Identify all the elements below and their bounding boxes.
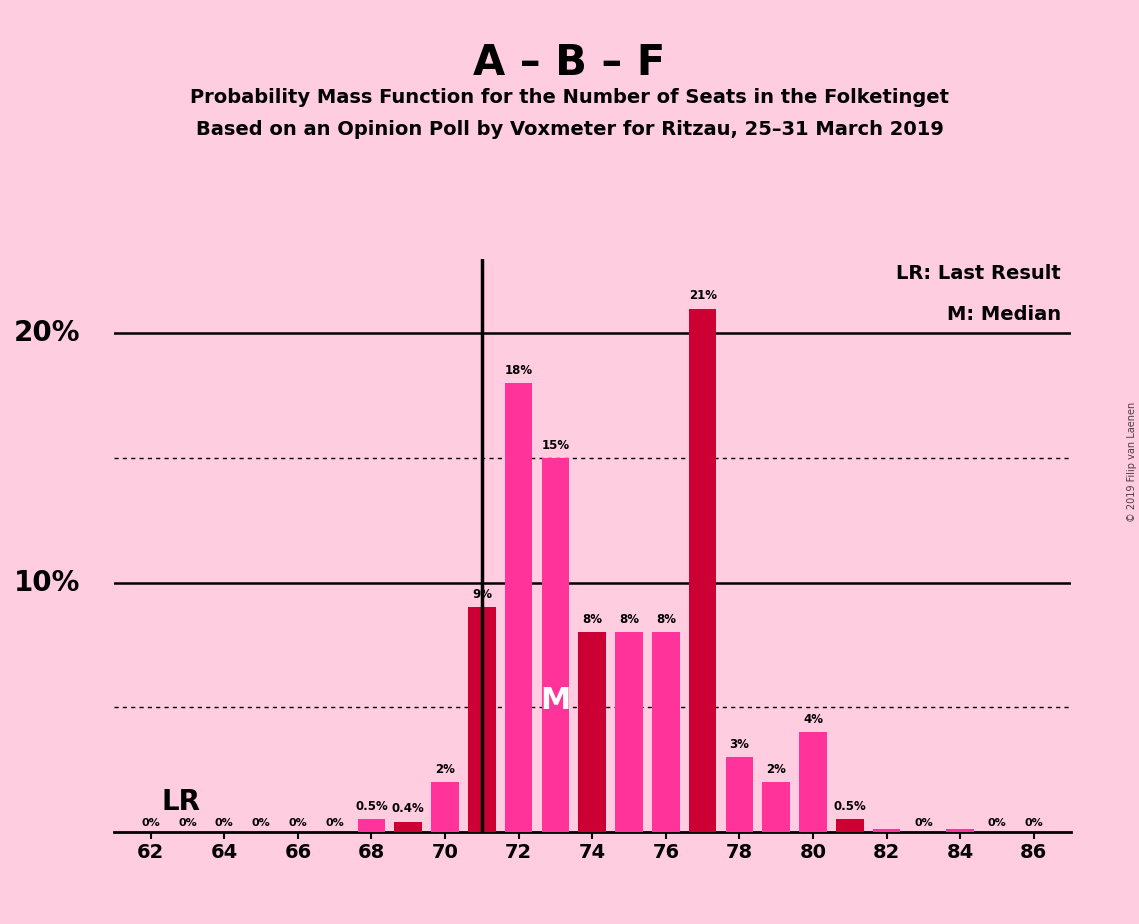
- Text: 10%: 10%: [14, 568, 80, 597]
- Bar: [542, 458, 570, 832]
- Bar: [505, 383, 533, 832]
- Bar: [579, 632, 606, 832]
- Text: 0%: 0%: [326, 818, 344, 828]
- Bar: [653, 632, 680, 832]
- Text: 0%: 0%: [288, 818, 308, 828]
- Bar: [726, 757, 753, 832]
- Text: M: Median: M: Median: [947, 305, 1062, 323]
- Text: 0%: 0%: [915, 818, 933, 828]
- Bar: [358, 820, 385, 832]
- Text: © 2019 Filip van Laenen: © 2019 Filip van Laenen: [1126, 402, 1137, 522]
- Bar: [468, 607, 495, 832]
- Text: LR: LR: [162, 788, 200, 816]
- Text: 2%: 2%: [435, 762, 454, 775]
- Text: 8%: 8%: [656, 614, 675, 626]
- Text: 8%: 8%: [620, 614, 639, 626]
- Text: 0.5%: 0.5%: [834, 800, 867, 813]
- Text: A – B – F: A – B – F: [474, 42, 665, 83]
- Text: 8%: 8%: [582, 614, 603, 626]
- Text: 3%: 3%: [730, 737, 749, 750]
- Bar: [615, 632, 642, 832]
- Bar: [762, 782, 790, 832]
- Text: 0%: 0%: [141, 818, 161, 828]
- Text: 2%: 2%: [767, 762, 786, 775]
- Text: 15%: 15%: [541, 439, 570, 452]
- Text: Probability Mass Function for the Number of Seats in the Folketinget: Probability Mass Function for the Number…: [190, 88, 949, 107]
- Text: 9%: 9%: [472, 589, 492, 602]
- Text: Based on an Opinion Poll by Voxmeter for Ritzau, 25–31 March 2019: Based on an Opinion Poll by Voxmeter for…: [196, 120, 943, 140]
- Text: 0%: 0%: [1024, 818, 1043, 828]
- Text: 0%: 0%: [178, 818, 197, 828]
- Text: 0%: 0%: [988, 818, 1007, 828]
- Text: 4%: 4%: [803, 712, 823, 725]
- Text: 20%: 20%: [14, 320, 80, 347]
- Text: 0.5%: 0.5%: [355, 800, 388, 813]
- Text: M: M: [540, 687, 571, 715]
- Bar: [947, 829, 974, 832]
- Bar: [689, 309, 716, 832]
- Text: 0.4%: 0.4%: [392, 802, 425, 815]
- Bar: [836, 820, 863, 832]
- Text: 21%: 21%: [689, 289, 716, 302]
- Text: 18%: 18%: [505, 364, 533, 377]
- Bar: [394, 821, 423, 832]
- Text: 0%: 0%: [252, 818, 270, 828]
- Bar: [800, 732, 827, 832]
- Text: LR: Last Result: LR: Last Result: [896, 264, 1062, 284]
- Bar: [432, 782, 459, 832]
- Text: 0%: 0%: [215, 818, 233, 828]
- Bar: [872, 829, 901, 832]
